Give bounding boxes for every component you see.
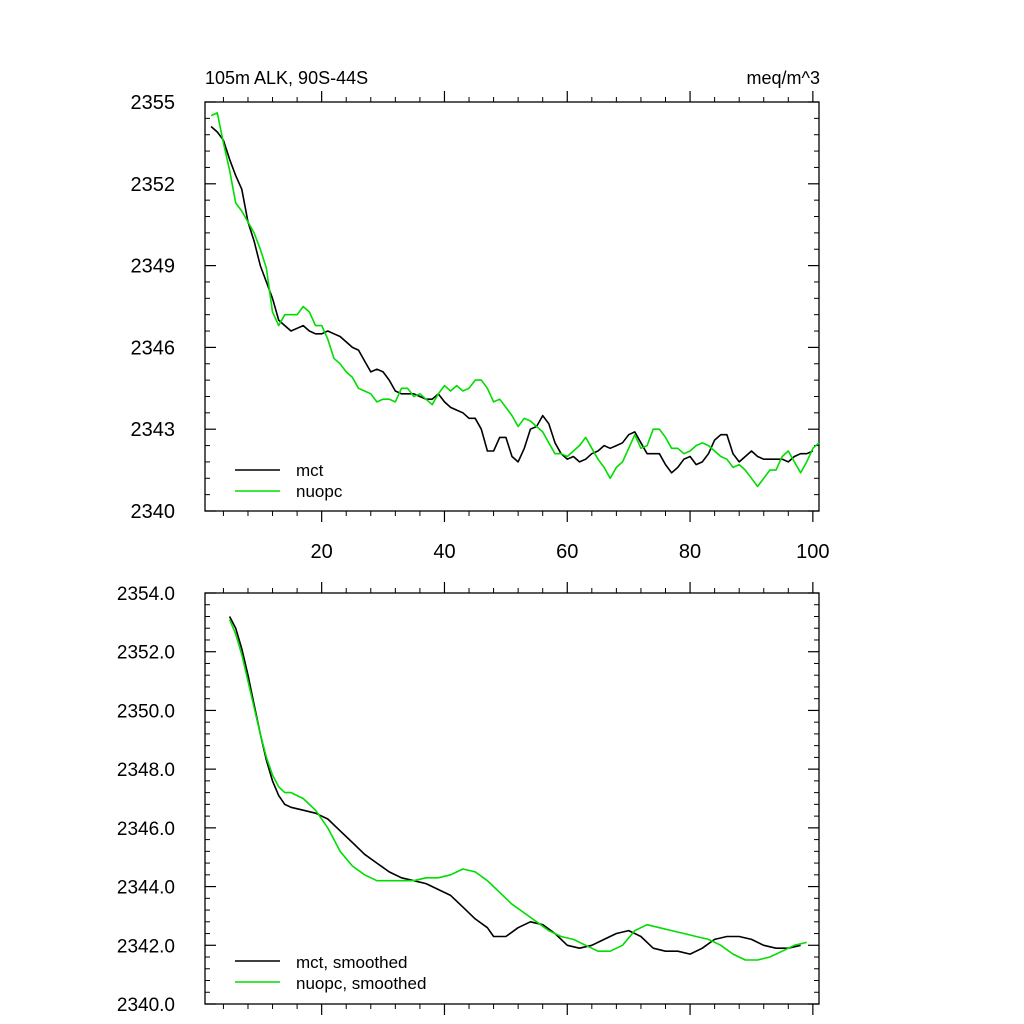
legend-label-mct-smoothed: mct, smoothed xyxy=(296,953,408,972)
y-tick-label: 2343 xyxy=(131,419,176,441)
top-plot-frame xyxy=(204,101,820,512)
x-tick-label: 60 xyxy=(556,541,578,563)
y-tick-label: 2342.0 xyxy=(117,936,175,957)
top-axis-ticks: 2340 2343 2346 2349 2352 2355 20 40 60 80 100 xyxy=(131,91,830,563)
series-line-nuopc xyxy=(210,112,820,488)
y-tick-label: 2340 xyxy=(131,501,176,523)
y-tick-label: 2348.0 xyxy=(117,760,175,781)
x-tick-label: 100 xyxy=(796,541,829,563)
x-tick-label: 40 xyxy=(433,541,455,563)
y-tick-label: 2346.0 xyxy=(117,819,175,840)
y-tick-label: 2344.0 xyxy=(117,878,175,899)
top-legend: mct nuopc xyxy=(235,461,343,501)
top-chart-units: meq/m^3 xyxy=(747,68,820,88)
legend-label-nuopc-smoothed: nuopc, smoothed xyxy=(296,974,426,993)
top-series-lines xyxy=(210,112,820,488)
y-tick-label: 2340.0 xyxy=(117,995,175,1016)
series-line-nuopc-smoothed xyxy=(228,619,807,961)
x-tick-label: 80 xyxy=(679,541,701,563)
top-chart-title: 105m ALK, 90S-44S xyxy=(205,68,368,88)
y-tick-label: 2354.0 xyxy=(117,584,175,605)
y-tick-label: 2346 xyxy=(131,337,176,359)
y-tick-label: 2352 xyxy=(131,174,176,196)
y-tick-label: 2352.0 xyxy=(117,643,175,664)
y-tick-label: 2349 xyxy=(131,256,176,278)
series-line-mct-smoothed xyxy=(228,616,801,955)
series-line-mct xyxy=(210,125,814,474)
legend-label-mct: mct xyxy=(296,461,324,480)
bottom-panel: 2340.0 2342.0 2344.0 2346.0 2348.0 2350.0 2352… xyxy=(117,582,820,1016)
bottom-legend: mct, smoothed nuopc, smoothed xyxy=(235,953,426,993)
top-panel: 105m ALK, 90S-44S meq/m^3 23402343234623… xyxy=(131,68,830,563)
bottom-plot-frame xyxy=(204,592,820,1005)
bottom-series-lines xyxy=(228,616,807,961)
y-tick-label: 2350.0 xyxy=(117,701,175,722)
legend-label-nuopc: nuopc xyxy=(296,482,343,501)
y-tick-label: 2355 xyxy=(131,92,176,114)
x-tick-label: 20 xyxy=(311,541,333,563)
bottom-axis-ticks: 2340.0 2342.0 2344.0 2346.0 2348.0 2350.0 2352… xyxy=(117,582,819,1016)
